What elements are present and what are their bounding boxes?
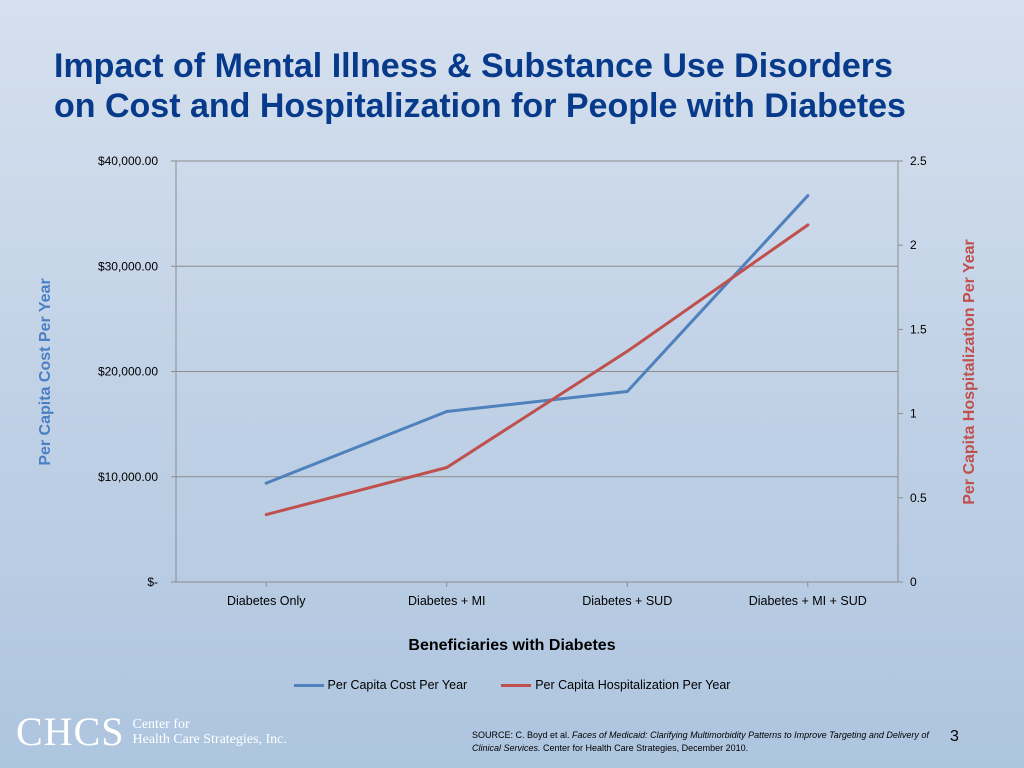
data-point-hospitalization — [264, 513, 268, 517]
right-tick-label: 1.5 — [910, 322, 927, 336]
data-point-hospitalization — [806, 223, 810, 227]
logo-text-line-1: Center for — [132, 717, 190, 732]
x-tick-label: Diabetes + MI — [408, 594, 485, 608]
left-tick-label: $- — [147, 575, 158, 589]
right-tick-label: 0 — [910, 575, 917, 589]
right-tick-label: 0.5 — [910, 491, 927, 505]
left-tick-label: $10,000.00 — [98, 470, 158, 484]
legend-swatch-cost — [293, 683, 324, 687]
chcs-logo: CHCS Center for Health Care Strategies, … — [16, 712, 287, 752]
title-line-1: Impact of Mental Illness & Substance Use… — [54, 47, 893, 85]
x-tick-label: Diabetes + MI + SUD — [749, 594, 867, 608]
left-axis-title: Per Capita Cost Per Year — [37, 278, 54, 466]
legend-label-hospitalization: Per Capita Hospitalization Per Year — [535, 678, 731, 692]
data-point-cost — [264, 481, 268, 485]
data-point-hospitalization — [625, 349, 629, 353]
logo-text: Center for Health Care Strategies, Inc. — [133, 717, 287, 747]
page-number: 3 — [950, 728, 959, 745]
x-tick-label: Diabetes + SUD — [582, 594, 672, 608]
logo-text-line-2: Health Care Strategies, Inc. — [132, 732, 287, 747]
title-line-2: on Cost and Hospitalization for People w… — [54, 87, 906, 125]
x-axis-title: Beneficiaries with Diabetes — [408, 637, 616, 654]
legend-label-cost: Per Capita Cost Per Year — [327, 678, 468, 692]
legend-item-cost: Per Capita Cost Per Year — [293, 678, 468, 692]
slide-title: Impact of Mental Illness & Substance Use… — [54, 46, 1004, 126]
right-tick-label: 2 — [910, 238, 917, 252]
data-point-cost — [625, 389, 629, 393]
data-point-cost — [806, 194, 810, 198]
left-tick-label: $40,000.00 — [98, 154, 158, 168]
chart-legend: Per Capita Cost Per Year Per Capita Hosp… — [0, 678, 1024, 692]
source-prefix: SOURCE: C. Boyd et al. — [472, 730, 573, 740]
x-tick-label: Diabetes Only — [227, 594, 306, 608]
data-point-hospitalization — [445, 465, 449, 469]
legend-item-hospitalization: Per Capita Hospitalization Per Year — [501, 678, 730, 692]
logo-mark: CHCS — [16, 709, 125, 754]
right-tick-label: 2.5 — [910, 154, 927, 168]
data-point-cost — [445, 409, 449, 413]
right-axis-title: Per Capita Hospitalization Per Year — [961, 239, 978, 505]
source-title: Faces of Medicaid: Clarifying Multimorbi… — [472, 730, 929, 753]
source-citation: SOURCE: C. Boyd et al. Faces of Medicaid… — [472, 729, 942, 755]
left-tick-label: $20,000.00 — [98, 365, 158, 379]
right-tick-label: 1 — [910, 407, 917, 421]
left-tick-label: $30,000.00 — [98, 259, 158, 273]
series-line-hospitalization — [264, 223, 810, 517]
source-suffix: Center for Health Care Strategies, Decem… — [540, 743, 749, 753]
legend-swatch-hospitalization — [501, 683, 532, 687]
series-line-cost — [264, 194, 810, 485]
